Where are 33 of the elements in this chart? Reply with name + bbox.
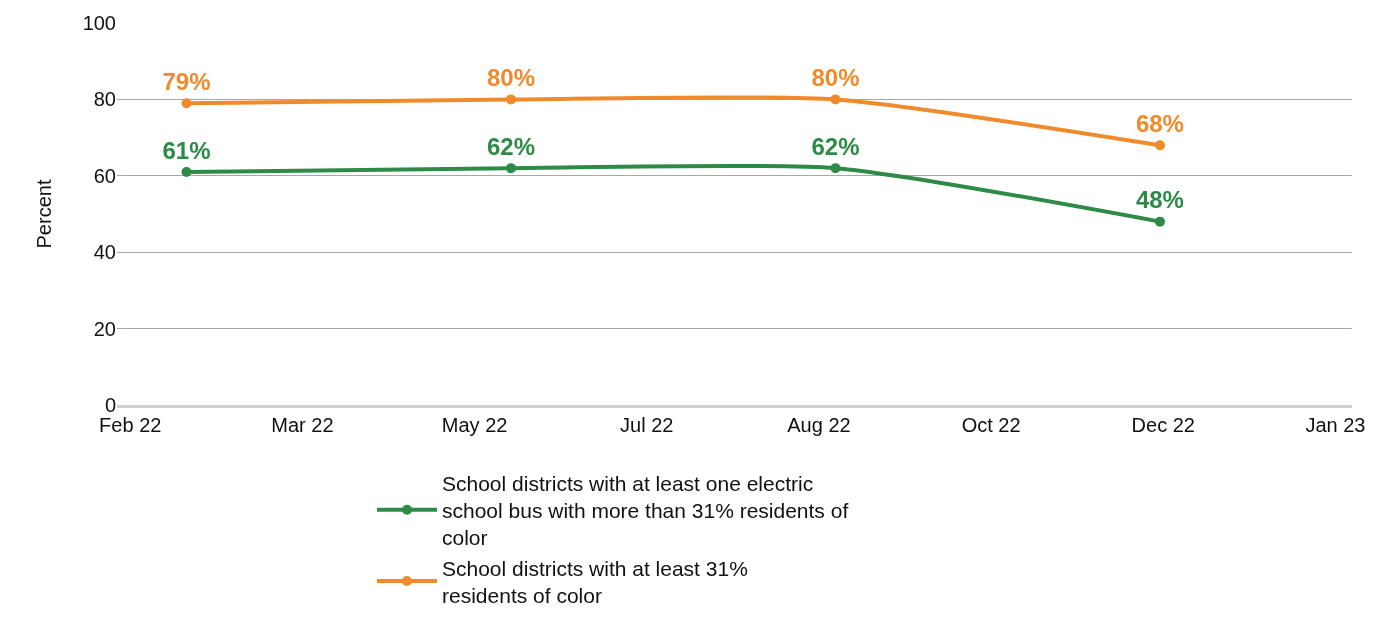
point	[1154, 140, 1165, 151]
point	[181, 98, 192, 109]
data-label: 79%	[162, 67, 211, 95]
y-tick-label: 100	[82, 12, 116, 34]
x-tick-label: Jul 22	[620, 414, 674, 436]
point	[1154, 216, 1165, 227]
point	[830, 163, 841, 174]
legend-label: School districts with at least one electric school bus with more than 31% residents of color	[442, 471, 849, 550]
x-tick-label: Jan 23	[1305, 414, 1366, 436]
data-label: 80%	[811, 64, 860, 92]
y-tick-label: 20	[93, 317, 116, 340]
x-tick-label: Aug 22	[787, 414, 851, 436]
x-tick-label: May 22	[441, 414, 508, 436]
y-axis-title: Percent	[33, 179, 56, 249]
data-label: 80%	[486, 64, 536, 92]
x-tick-label: Dec 22	[1131, 414, 1195, 436]
y-tick-label: 0	[104, 394, 116, 416]
legend-label: School districts with at least 31% residents of color	[442, 556, 748, 607]
y-tick-label: 60	[93, 164, 116, 187]
data-label: 68%	[1135, 109, 1184, 137]
y-tick-label: 80	[93, 88, 116, 111]
point	[830, 94, 841, 105]
x-tick-label: Mar 22	[271, 414, 334, 436]
point	[506, 94, 517, 105]
point	[181, 166, 192, 177]
data-label: 62%	[811, 132, 860, 160]
x-tick-label: Oct 22	[961, 414, 1021, 436]
data-label: 61%	[162, 136, 211, 164]
point	[506, 163, 517, 174]
data-label: 48%	[1135, 186, 1184, 214]
y-tick-label: 40	[93, 241, 116, 264]
data-label: 62%	[486, 132, 536, 160]
x-tick-label: Feb 22	[99, 414, 162, 436]
